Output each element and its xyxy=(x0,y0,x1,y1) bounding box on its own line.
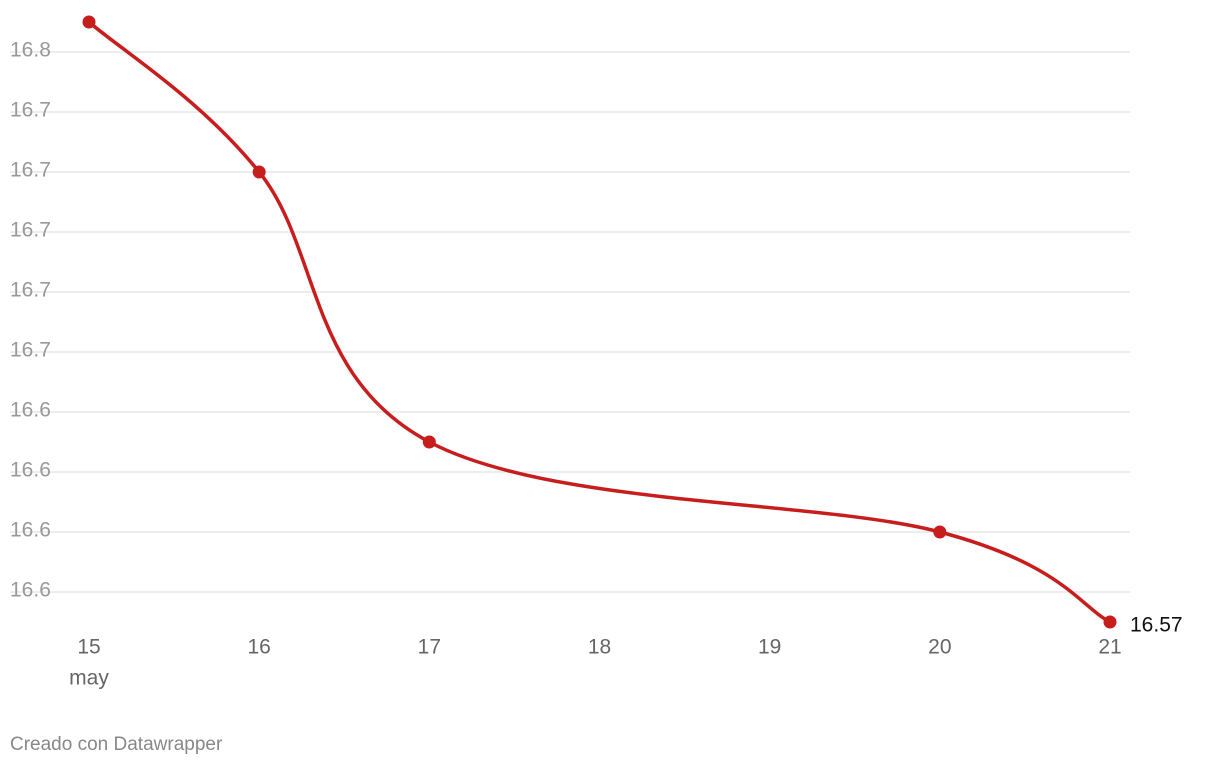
credit: Creado con Datawrapper xyxy=(10,734,223,755)
point xyxy=(82,15,96,29)
y-tick-label: 16.7 xyxy=(10,279,51,302)
x-tick-label: 21 xyxy=(1098,636,1121,659)
y-tick-label: 16.6 xyxy=(10,519,51,542)
y-tick-label: 16.7 xyxy=(10,339,51,362)
x-tick-label: 15 xyxy=(77,636,100,659)
x-tick-label: 20 xyxy=(928,636,951,659)
x-tick-label: 16 xyxy=(247,636,270,659)
y-tick-label: 16.6 xyxy=(10,579,51,602)
x-month-label: may xyxy=(69,667,109,690)
y-tick-label: 16.8 xyxy=(10,39,51,62)
line xyxy=(87,20,1111,624)
y-tick-label: 16.7 xyxy=(10,99,51,122)
y-tick-label: 16.7 xyxy=(10,159,51,182)
point xyxy=(252,165,266,179)
x-tick-label: 17 xyxy=(418,636,441,659)
x-tick-label: 18 xyxy=(588,636,611,659)
value-label: 16.57 xyxy=(1130,614,1183,637)
x-tick-label: 19 xyxy=(758,636,781,659)
point xyxy=(933,525,947,539)
y-tick-label: 16.7 xyxy=(10,219,51,242)
y-tick-label: 16.6 xyxy=(10,399,51,422)
point xyxy=(422,435,436,449)
y-tick-label: 16.6 xyxy=(10,459,51,482)
point xyxy=(1103,615,1117,629)
